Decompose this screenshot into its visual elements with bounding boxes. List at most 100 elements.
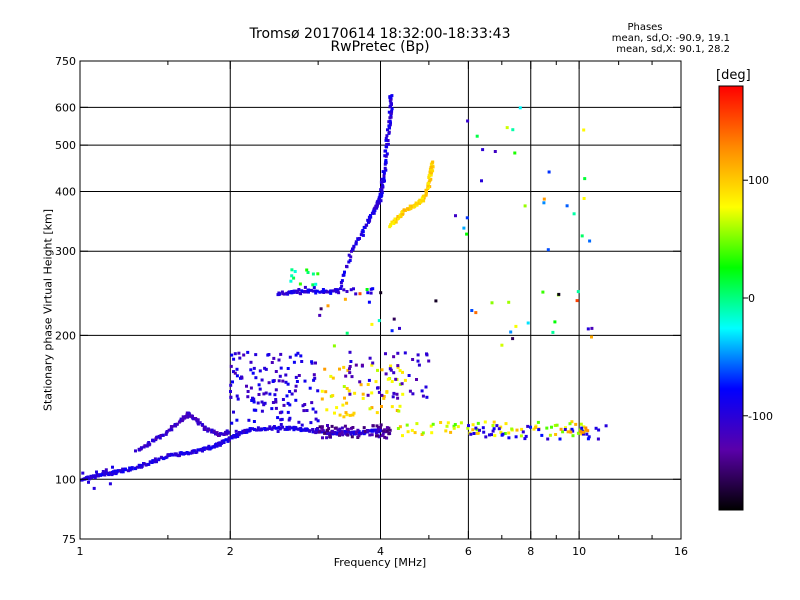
echo-point	[553, 424, 557, 427]
echo-point	[299, 292, 303, 296]
echo-point	[323, 431, 327, 435]
echo-point	[476, 431, 480, 435]
echo-point	[358, 292, 362, 296]
echo-point	[571, 434, 575, 438]
echo-point	[582, 128, 586, 132]
echo-point	[541, 290, 545, 294]
echo-point	[380, 434, 384, 438]
echo-point	[439, 421, 443, 424]
echo-point	[289, 279, 293, 283]
trace-point	[311, 428, 315, 432]
trace-point	[177, 420, 181, 424]
trace-point	[407, 207, 411, 211]
echo-point	[312, 373, 316, 377]
x-tick-label: 16	[674, 545, 688, 558]
echo-point	[484, 435, 488, 439]
trace-point	[420, 196, 424, 200]
trace-point	[248, 428, 252, 432]
echo-point	[583, 177, 587, 181]
trace-point	[343, 430, 347, 433]
echo-point	[380, 393, 384, 397]
trace-point	[183, 452, 187, 455]
trace-point	[175, 422, 179, 426]
echo-point	[396, 351, 400, 355]
echo-point	[342, 288, 346, 292]
trace-point	[382, 176, 386, 180]
echo-point	[237, 351, 241, 355]
echo-point	[260, 400, 264, 404]
trace-point	[375, 206, 379, 210]
x-tick-label: 10	[572, 545, 586, 558]
trace-point	[174, 452, 178, 456]
trace-point	[158, 436, 162, 440]
scatter-points	[80, 94, 608, 490]
trace-point	[319, 430, 323, 434]
echo-point	[288, 416, 292, 420]
trace-point	[215, 442, 218, 446]
echo-point	[507, 300, 511, 304]
trace-point	[354, 242, 358, 246]
echo-point	[547, 170, 551, 174]
trace-point	[390, 107, 394, 111]
trace-point	[224, 438, 228, 442]
trace-point	[393, 217, 397, 221]
echo-point	[561, 430, 565, 434]
echo-point	[359, 383, 363, 387]
trace-point	[422, 199, 426, 203]
trace-point	[382, 174, 386, 178]
echo-point	[104, 468, 108, 472]
echo-point	[507, 436, 511, 440]
y-tick-label: 100	[55, 473, 76, 486]
trace-point	[215, 444, 219, 448]
echo-point	[480, 179, 483, 183]
echo-point	[476, 421, 480, 425]
echo-point	[368, 356, 372, 360]
trace-point	[242, 430, 246, 434]
echo-point	[576, 290, 580, 294]
echo-point	[396, 396, 400, 400]
echo-point	[271, 379, 275, 383]
echo-point	[277, 291, 281, 295]
trace-point	[426, 184, 430, 188]
echo-point	[580, 426, 584, 430]
echo-point	[563, 428, 567, 431]
trace-point	[425, 190, 428, 194]
echo-point	[236, 397, 240, 401]
echo-point	[316, 419, 320, 423]
echo-point	[469, 432, 473, 436]
echo-point	[342, 365, 346, 369]
echo-point	[578, 428, 582, 432]
trace-point	[121, 470, 125, 474]
echo-point	[375, 434, 379, 438]
trace-point	[315, 289, 319, 293]
echo-point	[260, 378, 264, 382]
echo-point	[312, 286, 316, 289]
echo-point	[376, 427, 380, 431]
trace-point	[161, 433, 165, 437]
echo-point	[293, 389, 297, 393]
trace-point	[333, 431, 337, 435]
echo-point	[252, 366, 256, 370]
trace-point	[121, 467, 125, 471]
echo-point	[371, 287, 375, 291]
echo-point	[352, 287, 355, 291]
echo-point	[323, 367, 327, 371]
trace-point	[218, 443, 222, 447]
trace-point	[413, 204, 417, 208]
trace-point	[377, 429, 380, 433]
echo-point	[380, 405, 383, 408]
trace-point	[402, 208, 406, 212]
echo-point	[278, 374, 282, 378]
echo-point	[370, 406, 374, 410]
echo-point	[427, 359, 431, 363]
x-tick-label: 6	[465, 545, 472, 558]
trace-point	[350, 430, 354, 434]
echo-point	[87, 480, 90, 484]
y-tick-label: 600	[55, 101, 76, 114]
x-tick-label: 8	[527, 545, 534, 558]
trace-point	[108, 471, 112, 475]
echo-point	[368, 407, 372, 411]
echo-point	[314, 410, 318, 414]
echo-point	[292, 276, 296, 280]
echo-point	[286, 382, 290, 386]
